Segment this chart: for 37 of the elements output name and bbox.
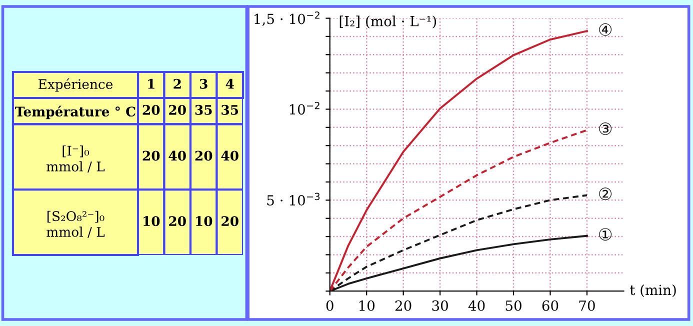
x-tick-label: 1 bbox=[148, 78, 154, 89]
x-tick-label: 30 bbox=[432, 300, 448, 311]
x-tick-label: 60 bbox=[542, 300, 558, 311]
series-label: ④ bbox=[599, 23, 612, 36]
x-tick-label: 70 bbox=[579, 300, 595, 311]
x-tick-label: 2 bbox=[174, 78, 181, 89]
x-tick-label: 10 bbox=[359, 300, 375, 311]
data-label: 20 bbox=[169, 216, 186, 226]
y-tick-label: Température ° C bbox=[15, 106, 136, 120]
x-tick-label: 3 bbox=[200, 78, 208, 89]
series-label: ③ bbox=[599, 122, 612, 135]
data-label: 35 bbox=[222, 104, 238, 115]
data-label: 10 bbox=[144, 216, 160, 226]
data-label: 20 bbox=[195, 150, 212, 161]
x-tick-label: 50 bbox=[506, 300, 522, 311]
data-label: 40 bbox=[168, 150, 186, 161]
x-tick-label: 20 bbox=[395, 300, 412, 311]
y-tick-label: 1,5 · 10$^{−2}$ bbox=[254, 11, 320, 26]
data-label: 20 bbox=[169, 104, 186, 115]
y-tick-label: 10$^{−2}$ bbox=[290, 102, 320, 115]
x-tick-label: 4 bbox=[226, 78, 234, 89]
text: Expérience bbox=[38, 78, 113, 92]
data-label: 10 bbox=[196, 216, 212, 226]
series-label: ① bbox=[599, 228, 612, 241]
x-tick-label: 40 bbox=[468, 300, 485, 311]
x-axis-title: t (min) bbox=[630, 284, 676, 298]
y-tick-label: [I⁻]₀ mmol / L bbox=[46, 145, 105, 173]
data-label: 20 bbox=[142, 150, 160, 161]
data-label: 40 bbox=[221, 150, 238, 161]
y-axis-title: [I₂] (mol · L⁻¹) bbox=[340, 16, 436, 28]
data-label: 35 bbox=[195, 104, 212, 115]
data-label: 20 bbox=[142, 104, 160, 115]
series-label: ② bbox=[599, 188, 612, 200]
y-tick-label: [S₂O₈²⁻]₀ mmol / L bbox=[46, 210, 105, 238]
y-tick-label: 5 · 10$^{−3}$ bbox=[267, 192, 320, 206]
data-label: 20 bbox=[222, 216, 238, 226]
x-tick-label: 0 bbox=[326, 300, 334, 311]
